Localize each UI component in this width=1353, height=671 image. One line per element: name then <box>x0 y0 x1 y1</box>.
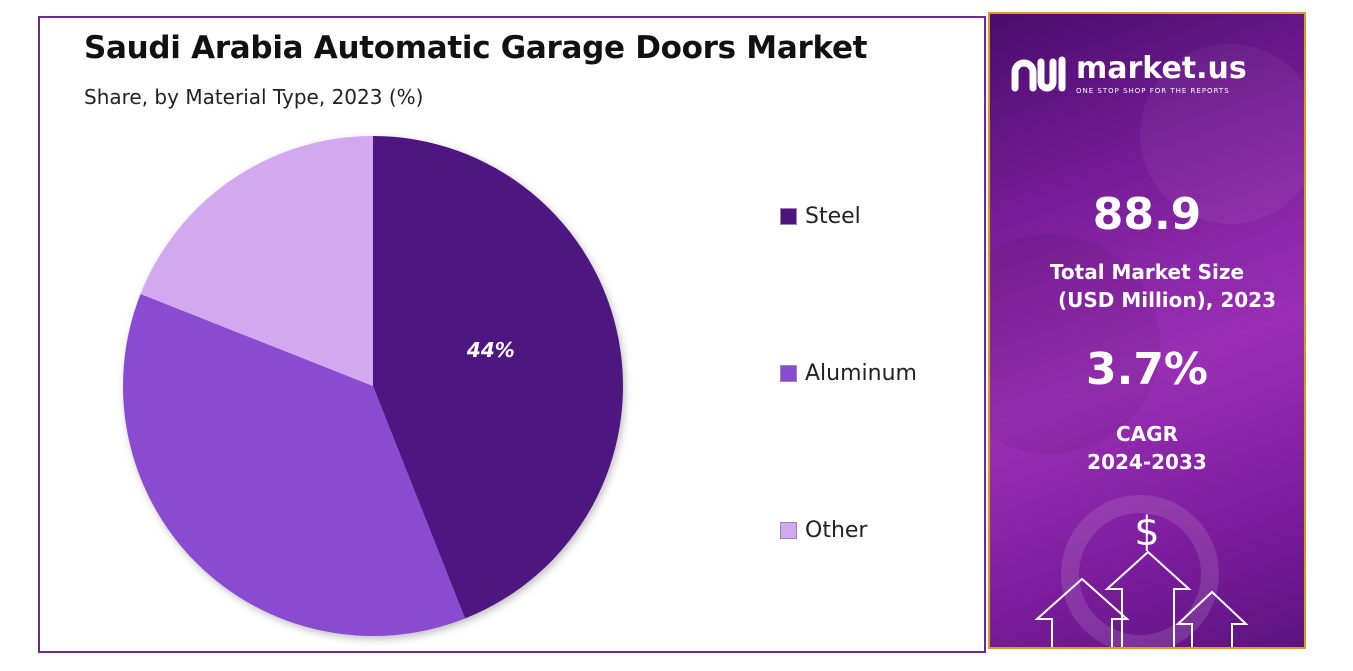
dollar-icon: $ <box>1134 509 1160 555</box>
market-size-label-line2: (USD Million), 2023 <box>1057 288 1277 312</box>
pie-slice-aluminum <box>123 293 466 636</box>
pie-chart: 44% <box>123 136 624 636</box>
legend-label-other: Other <box>805 518 868 543</box>
legend-item-other: Other <box>780 518 867 543</box>
chart-subtitle: Share, by Material Type, 2023 (%) <box>84 85 424 109</box>
market-size-value: 88.9 <box>1092 189 1202 240</box>
market-us-logo: market.us ONE STOP SHOP FOR THE REPORTS <box>1010 52 1247 96</box>
pie-slice-other <box>140 136 373 386</box>
market-size-label-line1: Total Market Size <box>1049 260 1245 284</box>
chart-panel: Saudi Arabia Automatic Garage Doors Mark… <box>38 16 986 653</box>
brand-name: market.us <box>1076 50 1247 86</box>
brand-tagline: ONE STOP SHOP FOR THE REPORTS <box>1076 86 1230 95</box>
cagr-stat: 3.7% <box>990 344 1304 395</box>
legend-label-aluminum: Aluminum <box>805 361 917 386</box>
growth-arrows-icon <box>1034 550 1249 647</box>
market-size-label: Total Market Size (USD Million), 2023 <box>990 258 1304 314</box>
legend-item-steel: Steel <box>780 204 861 229</box>
pie-slice-steel <box>373 136 624 619</box>
data-label-steel: 44% <box>466 338 515 362</box>
legend-item-aluminum: Aluminum <box>780 361 917 386</box>
chart-title: Saudi Arabia Automatic Garage Doors Mark… <box>84 30 868 66</box>
legend-label-steel: Steel <box>805 204 861 229</box>
cagr-period: 2024-2033 <box>1087 450 1207 474</box>
cagr-label-block: CAGR 2024-2033 <box>990 420 1304 476</box>
info-panel: market.us ONE STOP SHOP FOR THE REPORTS … <box>988 12 1306 649</box>
market-size-stat: 88.9 <box>990 189 1304 240</box>
cagr-label: CAGR <box>1116 422 1178 446</box>
legend-swatch-aluminum <box>780 365 797 382</box>
background-decoration <box>990 44 1304 647</box>
market-us-logo-mark <box>1011 56 1066 92</box>
legend-swatch-other <box>780 522 797 539</box>
cagr-value: 3.7% <box>1085 344 1209 395</box>
legend-swatch-steel <box>780 208 797 225</box>
